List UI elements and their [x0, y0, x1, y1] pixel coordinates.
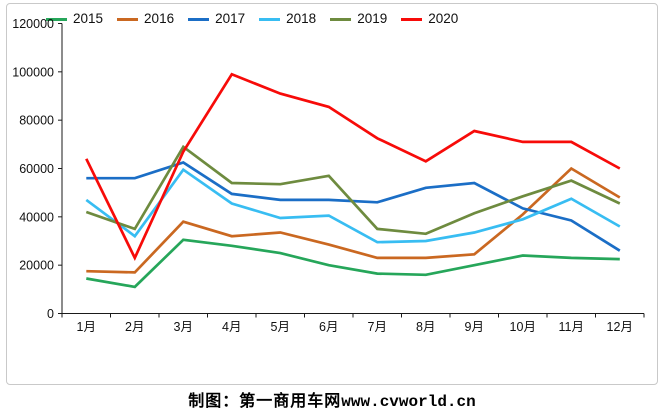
- legend-item-2019: 2019: [330, 11, 387, 27]
- x-axis-label: 9月: [465, 320, 484, 334]
- y-axis-label: 100000: [12, 65, 54, 79]
- series-line-2015: [86, 238, 620, 289]
- x-axis-label: 12月: [607, 320, 633, 334]
- y-axis-label: 60000: [19, 162, 54, 176]
- y-axis-label: 0: [47, 307, 54, 321]
- legend-label: 2016: [144, 11, 175, 26]
- x-axis-label: 1月: [77, 320, 96, 334]
- x-axis-label: 5月: [271, 320, 290, 334]
- y-axis-label: 40000: [19, 210, 54, 224]
- legend-swatch-2018: [259, 17, 281, 21]
- legend-item-2020: 2020: [401, 11, 458, 27]
- y-axis-label: 80000: [19, 114, 54, 128]
- legend-label: 2019: [357, 11, 388, 26]
- credit-url-text: www.cvworld.cn: [341, 393, 476, 411]
- y-axis-label: 120000: [12, 17, 54, 31]
- legend-label: 2015: [73, 11, 104, 26]
- legend-item-2016: 2016: [117, 11, 174, 27]
- x-axis-label: 3月: [174, 320, 193, 334]
- legend-label: 2018: [286, 11, 317, 26]
- legend-swatch-2016: [117, 17, 139, 21]
- series-line-2016: [86, 166, 621, 274]
- x-axis-label: 7月: [368, 320, 387, 334]
- credit-cjk-text: 制图：第一商用车网: [188, 391, 342, 410]
- legend-item-2018: 2018: [259, 11, 316, 27]
- legend-swatch-2019: [330, 17, 352, 21]
- legend-item-2015: 2015: [46, 11, 103, 27]
- y-axis-label: 20000: [19, 259, 54, 273]
- series-line-2019: [85, 144, 621, 236]
- x-axis-label: 6月: [319, 320, 338, 334]
- plot-area: 0 20000 40000 60000 80000 100000 120000 1月 2月 3月 4…: [12, 17, 645, 334]
- x-axis-label: 8月: [416, 320, 435, 334]
- series-line-2018: [85, 167, 621, 244]
- x-axis-label: 2月: [125, 320, 144, 334]
- legend: 2015 2016 2017 2018 2019 2020: [46, 11, 458, 27]
- legend-swatch-2015: [46, 17, 67, 21]
- legend-item-2017: 2017: [188, 11, 245, 27]
- legend-label: 2017: [215, 11, 246, 26]
- series-line-2020: [85, 72, 621, 262]
- credit-text: 制图：第一商用车网www.cvworld.cn: [0, 387, 664, 411]
- x-axis-label: 10月: [510, 320, 536, 334]
- legend-swatch-2020: [401, 17, 423, 21]
- legend-label: 2020: [428, 11, 459, 26]
- x-axis-label: 4月: [222, 320, 241, 334]
- legend-swatch-2017: [188, 17, 210, 21]
- chart-frame: [6, 3, 658, 385]
- x-axis-label: 11月: [559, 320, 584, 334]
